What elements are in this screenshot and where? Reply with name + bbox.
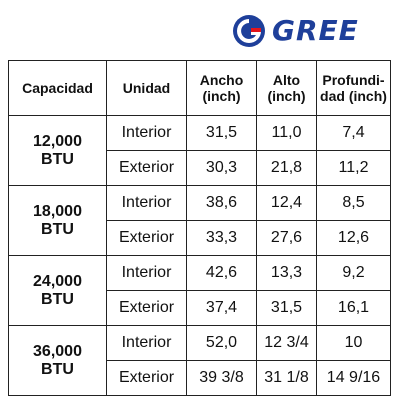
header-alto: Alto (inch) xyxy=(256,60,317,116)
alto-cell: 13,3 xyxy=(256,255,317,291)
unit-cell: Interior xyxy=(106,325,187,361)
table-row: 24,000 BTU Interior 42,6 13,3 9,2 xyxy=(8,255,391,326)
unit-cell: Interior xyxy=(106,115,187,151)
ancho-cell: 37,4 xyxy=(186,290,257,326)
ancho-cell: 42,6 xyxy=(186,255,257,291)
header-unidad: Unidad xyxy=(106,60,187,116)
table-row: Exterior 33,3 27,6 12,6 xyxy=(9,220,391,256)
capacity-cell: 18,000 BTU xyxy=(8,185,107,256)
spec-table: Capacidad Unidad Ancho (inch) Alto (inch) … xyxy=(8,60,391,396)
profundidad-cell: 14 9/16 xyxy=(316,360,391,396)
header-row: Capacidad Unidad Ancho (inch) Alto (inch) … xyxy=(8,60,391,116)
profundidad-cell: 8,5 xyxy=(316,185,391,221)
gree-logo: GREE xyxy=(232,14,359,48)
table-row: 36,000 BTU Interior 52,0 12 3/4 10 xyxy=(8,325,391,396)
alto-cell: 31 1/8 xyxy=(256,360,317,396)
profundidad-cell: 16,1 xyxy=(316,290,391,326)
profundidad-cell: 9,2 xyxy=(316,255,391,291)
ancho-cell: 39 3/8 xyxy=(186,360,257,396)
header-profundidad: Profundi-dad (inch) xyxy=(316,60,391,116)
ancho-cell: 38,6 xyxy=(186,185,257,221)
alto-cell: 11,0 xyxy=(256,115,317,151)
capacity-cell: 24,000 BTU xyxy=(8,255,107,326)
unit-cell: Interior xyxy=(106,185,187,221)
alto-cell: 21,8 xyxy=(256,150,317,186)
table-row: Exterior 39 3/8 31 1/8 14 9/16 xyxy=(9,360,391,396)
unit-cell: Exterior xyxy=(106,150,187,186)
capacity-cell: 12,000 BTU xyxy=(8,115,107,186)
ancho-cell: 31,5 xyxy=(186,115,257,151)
alto-cell: 12,4 xyxy=(256,185,317,221)
alto-cell: 12 3/4 xyxy=(256,325,317,361)
table-row: 18,000 BTU Interior 38,6 12,4 8,5 xyxy=(8,185,391,256)
logo-text: GREE xyxy=(272,14,359,47)
profundidad-cell: 7,4 xyxy=(316,115,391,151)
gree-logo-icon xyxy=(233,15,265,47)
alto-cell: 31,5 xyxy=(256,290,317,326)
ancho-cell: 33,3 xyxy=(186,220,257,256)
header-ancho: Ancho (inch) xyxy=(186,60,257,116)
unit-cell: Exterior xyxy=(106,360,187,396)
table-row: Exterior 30,3 21,8 11,2 xyxy=(9,150,391,186)
unit-cell: Exterior xyxy=(106,290,187,326)
profundidad-cell: 11,2 xyxy=(316,150,391,186)
profundidad-cell: 12,6 xyxy=(316,220,391,256)
ancho-cell: 52,0 xyxy=(186,325,257,361)
table-row: 12,000 BTU Interior 31,5 11,0 7,4 xyxy=(8,115,391,186)
ancho-cell: 30,3 xyxy=(186,150,257,186)
capacity-cell: 36,000 BTU xyxy=(8,325,107,396)
unit-cell: Exterior xyxy=(106,220,187,256)
unit-cell: Interior xyxy=(106,255,187,291)
alto-cell: 27,6 xyxy=(256,220,317,256)
header-capacidad: Capacidad xyxy=(8,60,107,116)
profundidad-cell: 10 xyxy=(316,325,391,361)
